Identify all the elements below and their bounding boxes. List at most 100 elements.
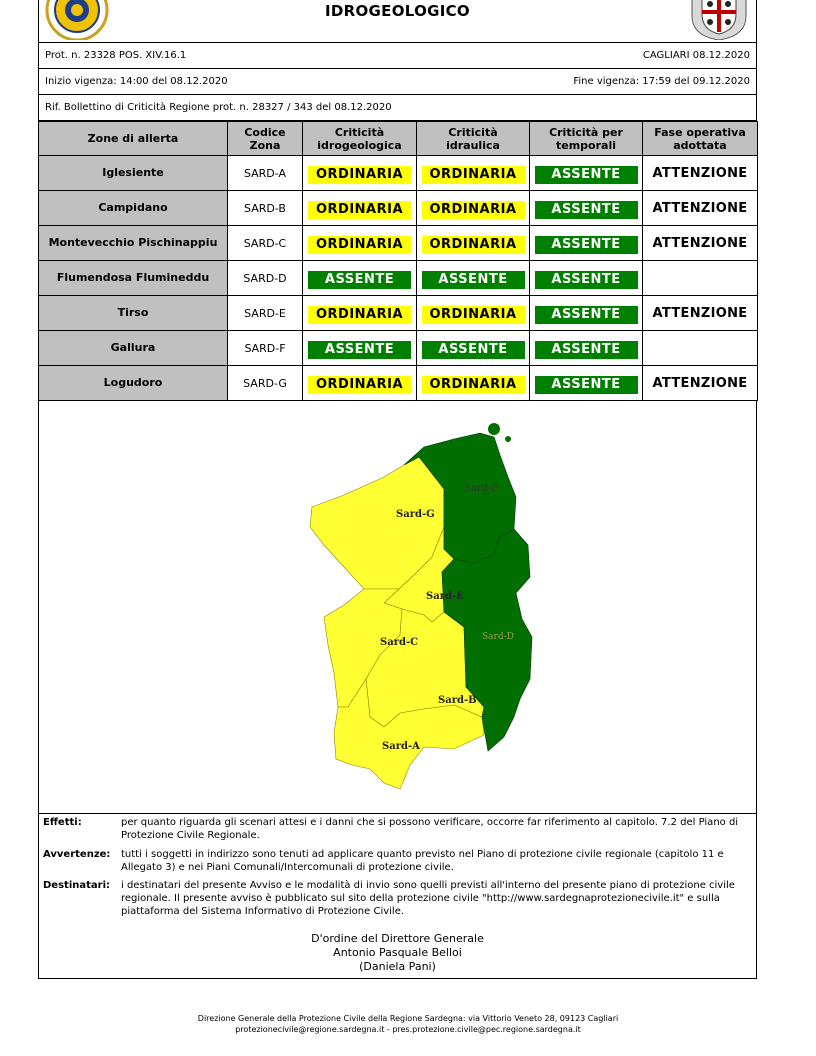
fase-operativa: ATTENZIONE: [652, 375, 748, 391]
criticita-idraulica-badge: ORDINARIA: [421, 165, 525, 184]
fase-operativa: ATTENZIONE: [652, 165, 748, 181]
zone-code-cell: SARD-B: [227, 190, 303, 226]
criticita-idrogeologica-badge: ASSENTE: [308, 340, 411, 359]
criticita-temporali-badge: ASSENTE: [534, 235, 638, 254]
note-destinatari: Destinatari: i destinatari del presente …: [43, 879, 753, 918]
zone-name-cell: Flumendosa Flumineddu: [38, 260, 228, 296]
zone-name: Montevecchio Pischinappiu: [48, 236, 218, 249]
fase-operativa-cell: ATTENZIONE: [642, 225, 758, 261]
alert-zones-table: Zone di allerta Codice Zona Criticità idro…: [38, 121, 758, 401]
document-title: IDROGEOLOGICO: [325, 2, 470, 20]
table-row: Campidano SARD-B ORDINARIA ORDINARIA ASSENTE…: [38, 190, 758, 226]
criticita-idraulica-badge: ASSENTE: [421, 340, 525, 359]
validity-row: Inizio vigenza: 14:00 del 08.12.2020 Fin…: [38, 69, 757, 95]
criticita-idrogeologica-badge: ORDINARIA: [308, 235, 411, 254]
zone-code: SARD-D: [243, 271, 287, 285]
header-code: Codice Zona: [227, 121, 303, 156]
fase-operativa: ATTENZIONE: [652, 305, 748, 321]
validity-end: Fine vigenza: 17:59 del 09.12.2020: [573, 76, 750, 87]
criticita-temporali-cell: ASSENTE: [529, 155, 643, 191]
zone-code-cell: SARD-D: [227, 260, 303, 296]
zone-name: Iglesiente: [102, 166, 164, 179]
fase-operativa-cell: ATTENZIONE: [642, 190, 758, 226]
fase-operativa-cell: ATTENZIONE: [642, 295, 758, 331]
validity-start: Inizio vigenza: 14:00 del 08.12.2020: [45, 76, 228, 87]
table-row: Iglesiente SARD-A ORDINARIA ORDINARIA ASSENT…: [38, 155, 758, 191]
criticita-idrogeologica-badge: ORDINARIA: [308, 200, 411, 219]
header-temp: Criticità per temporali: [529, 121, 643, 156]
criticita-idraulica-cell: ORDINARIA: [416, 190, 530, 226]
signature-line-3: (Daniela Pani): [359, 960, 436, 973]
note-avvertenze: Avvertenze: tutti i soggetti in indirizz…: [43, 848, 753, 874]
fase-operativa-cell: [642, 260, 758, 296]
map-label-sard-f: Sard-F: [464, 483, 498, 494]
fase-operativa: ATTENZIONE: [652, 235, 748, 251]
place-date: CAGLIARI 08.12.2020: [642, 50, 750, 61]
criticita-temporali-cell: ASSENTE: [529, 295, 643, 331]
zone-code-cell: SARD-A: [227, 155, 303, 191]
protocol-row: Prot. n. 23328 POS. XIV.16.1 CAGLIARI 08…: [38, 43, 757, 69]
zone-name: Campidano: [98, 201, 168, 214]
map-island-north: [488, 423, 500, 435]
zone-code-cell: SARD-G: [227, 365, 303, 401]
zone-name-cell: Montevecchio Pischinappiu: [38, 225, 228, 261]
note-effetti-label: Effetti:: [43, 817, 82, 828]
criticita-idraulica-cell: ORDINARIA: [416, 225, 530, 261]
criticita-temporali-badge: ASSENTE: [534, 165, 638, 184]
zone-name: Gallura: [110, 341, 156, 354]
criticita-idraulica-cell: ORDINARIA: [416, 155, 530, 191]
criticita-idraulica-badge: ORDINARIA: [421, 235, 525, 254]
zone-name-cell: Campidano: [38, 190, 228, 226]
zone-code: SARD-A: [243, 166, 287, 180]
document-header: IDROGEOLOGICO: [38, 0, 757, 43]
criticita-idrogeologica-badge: ORDINARIA: [308, 305, 411, 324]
zone-code-cell: SARD-C: [227, 225, 303, 261]
protezione-civile-logo: [45, 0, 109, 40]
header-fase: Fase operativa adottata: [642, 121, 758, 156]
note-avvertenze-text: tutti i soggetti in indirizzo sono tenut…: [121, 849, 724, 873]
zone-name: Tirso: [117, 306, 149, 319]
table-header-row: Zone di allerta Codice Zona Criticità idro…: [38, 121, 758, 156]
criticita-temporali-badge: ASSENTE: [534, 340, 638, 359]
table-row: Logudoro SARD-G ORDINARIA ORDINARIA ASSENTE A…: [38, 365, 758, 401]
fase-operativa: ATTENZIONE: [652, 200, 748, 216]
criticita-idrogeologica-badge: ORDINARIA: [308, 375, 411, 394]
signature-line-1: D'ordine del Direttore Generale: [311, 932, 484, 945]
criticita-temporali-cell: ASSENTE: [529, 190, 643, 226]
map-zone-sard-d: [441, 528, 533, 752]
note-avvertenze-label: Avvertenze:: [43, 849, 111, 860]
zone-name: Logudoro: [103, 376, 163, 389]
zone-name-cell: Iglesiente: [38, 155, 228, 191]
criticita-temporali-badge: ASSENTE: [534, 200, 638, 219]
fase-operativa-cell: ATTENZIONE: [642, 155, 758, 191]
map-label-sard-d: Sard-D: [482, 632, 514, 642]
sardinia-map: Sard-F Sard-G Sard-E Sard-D Sard-C Sard-…: [309, 423, 533, 790]
criticita-idrogeologica-cell: ASSENTE: [302, 330, 417, 366]
alert-document: IDROGEOLOGICO Prot. n. 23328 POS. XIV.16…: [38, 0, 758, 979]
criticita-temporali-cell: ASSENTE: [529, 225, 643, 261]
footer-address: Direzione Generale della Protezione Civi…: [197, 1014, 619, 1023]
criticita-idraulica-cell: ASSENTE: [416, 330, 530, 366]
criticita-idrogeologica-badge: ORDINARIA: [308, 165, 411, 184]
map-label-sard-a: Sard-A: [382, 741, 420, 752]
table-row: Flumendosa Flumineddu SARD-D ASSENTE ASSENT…: [38, 260, 758, 296]
map-label-sard-c: Sard-C: [380, 637, 418, 648]
criticita-idraulica-badge: ASSENTE: [421, 270, 525, 289]
alert-map: Sard-F Sard-G Sard-E Sard-D Sard-C Sard-…: [38, 401, 757, 814]
zone-code-cell: SARD-E: [227, 295, 303, 331]
criticita-idrogeologica-cell: ORDINARIA: [302, 365, 417, 401]
map-label-sard-e: Sard-E: [426, 591, 464, 602]
zone-name-cell: Logudoro: [38, 365, 228, 401]
fase-operativa-cell: ATTENZIONE: [642, 365, 758, 401]
criticita-temporali-badge: ASSENTE: [534, 305, 638, 324]
criticita-temporali-cell: ASSENTE: [529, 365, 643, 401]
map-label-sard-b: Sard-B: [438, 695, 477, 706]
criticita-idraulica-badge: ORDINARIA: [421, 305, 525, 324]
criticita-idraulica-cell: ORDINARIA: [416, 295, 530, 331]
sardinia-coat-of-arms: [691, 0, 747, 40]
table-row: Montevecchio Pischinappiu SARD-C ORDINARIA…: [38, 225, 758, 261]
table-row: Gallura SARD-F ASSENTE ASSENTE ASSENTE: [38, 330, 758, 366]
reference-row: Rif. Bollettino di Criticità Regione pro…: [38, 95, 757, 121]
zone-name: Flumendosa Flumineddu: [56, 271, 210, 284]
header-idra: Criticità idraulica: [416, 121, 530, 156]
